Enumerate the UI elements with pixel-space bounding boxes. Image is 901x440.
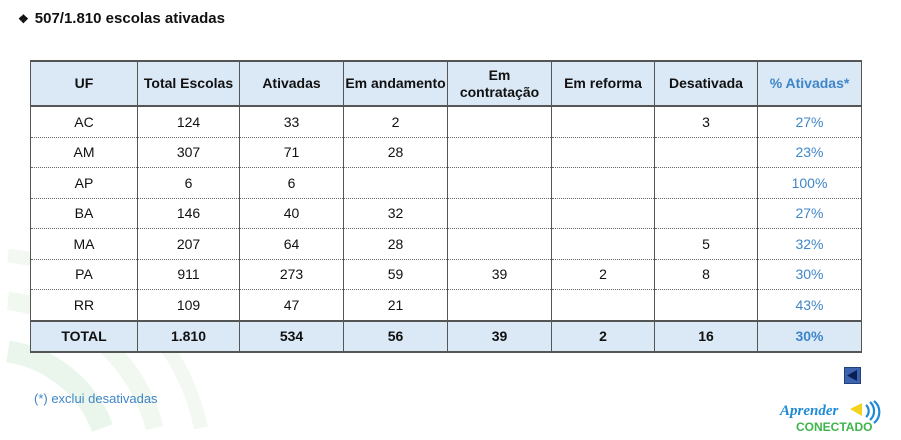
total-row: TOTAL 1.810 534 56 39 2 16 30% (30, 319, 862, 353)
table-cell: MA (30, 228, 138, 260)
table-cell: 43% (757, 289, 862, 321)
slide-title: ❖ 507/1.810 escolas ativadas (18, 10, 225, 27)
table-cell: BA (30, 198, 138, 229)
back-button[interactable] (844, 367, 861, 384)
table-cell: 59 (343, 259, 448, 290)
bullet-icon: ❖ (18, 12, 29, 26)
table-cell (447, 106, 552, 138)
table-cell (654, 198, 758, 229)
table-cell: 47 (239, 289, 344, 321)
column-header: Em andamento (343, 60, 448, 107)
table-cell: 124 (137, 106, 240, 138)
column-header: Desativada (654, 60, 758, 107)
column-header: Em contratação (447, 60, 552, 107)
table-cell (551, 167, 655, 199)
total-cell: 16 (654, 319, 758, 353)
table-cell: 30% (757, 259, 862, 290)
table-row: AC 124 33 2 3 27% (30, 106, 862, 138)
column-header: Ativadas (239, 60, 344, 107)
table-cell: 40 (239, 198, 344, 229)
table-cell (551, 137, 655, 168)
aprender-conectado-logo: Aprender CONECTADO (779, 400, 881, 434)
triangle-left-icon (847, 370, 857, 381)
table-row: RR 109 47 21 43% (30, 289, 862, 321)
table-row: BA 146 40 32 27% (30, 198, 862, 229)
column-header: % Ativadas* (757, 60, 862, 107)
table-cell: 3 (654, 106, 758, 138)
table-cell: 146 (137, 198, 240, 229)
table-cell: AP (30, 167, 138, 199)
table-row: AP 6 6 100% (30, 167, 862, 199)
column-header: Total Escolas (137, 60, 240, 107)
column-header: UF (30, 60, 138, 107)
table-cell: 6 (137, 167, 240, 199)
total-cell: 30% (757, 319, 862, 353)
table-row: MA 207 64 28 5 32% (30, 228, 862, 260)
footnote: (*) exclui desativadas (34, 391, 158, 406)
table-cell (447, 137, 552, 168)
table-cell (447, 198, 552, 229)
table-cell (654, 167, 758, 199)
table-cell: 5 (654, 228, 758, 260)
table-cell: 32 (343, 198, 448, 229)
table-cell: 21 (343, 289, 448, 321)
table-cell (447, 289, 552, 321)
table-cell: RR (30, 289, 138, 321)
table-cell: 911 (137, 259, 240, 290)
table-cell: 27% (757, 198, 862, 229)
total-cell: 534 (239, 319, 344, 353)
table-cell (551, 228, 655, 260)
table-cell: 33 (239, 106, 344, 138)
total-cell: 56 (343, 319, 448, 353)
total-cell: 39 (447, 319, 552, 353)
table-cell (654, 137, 758, 168)
table-cell (343, 167, 448, 199)
table-cell: 109 (137, 289, 240, 321)
table-cell (654, 289, 758, 321)
table-cell: PA (30, 259, 138, 290)
total-cell: 2 (551, 319, 655, 353)
logo-line1: Aprender (779, 403, 839, 419)
table-cell: 8 (654, 259, 758, 290)
table-cell: 2 (343, 106, 448, 138)
table-row: PA 911 273 59 39 2 8 30% (30, 259, 862, 290)
table-cell: 64 (239, 228, 344, 260)
column-header: Em reforma (551, 60, 655, 107)
table-cell: 2 (551, 259, 655, 290)
header-row: UF Total Escolas Ativadas Em andamento Em co… (30, 60, 862, 107)
table-cell: 39 (447, 259, 552, 290)
total-cell: TOTAL (30, 319, 138, 353)
table-row: AM 307 71 28 23% (30, 137, 862, 168)
table-cell: 23% (757, 137, 862, 168)
table-cell (551, 289, 655, 321)
table-cell: 32% (757, 228, 862, 260)
table-cell (551, 106, 655, 138)
logo-line2: CONECTADO (796, 420, 872, 434)
table-cell (551, 198, 655, 229)
table-cell: 207 (137, 228, 240, 260)
table-cell: 6 (239, 167, 344, 199)
table-cell (447, 167, 552, 199)
table-cell (447, 228, 552, 260)
table-cell: 71 (239, 137, 344, 168)
table-cell: 28 (343, 137, 448, 168)
table-cell: 273 (239, 259, 344, 290)
table-cell: 100% (757, 167, 862, 199)
table-cell: 28 (343, 228, 448, 260)
table-cell: 27% (757, 106, 862, 138)
title-text: 507/1.810 escolas ativadas (34, 10, 225, 27)
schools-table: UF Total Escolas Ativadas Em andamento Em co… (30, 60, 862, 353)
table-cell: AM (30, 137, 138, 168)
total-cell: 1.810 (137, 319, 240, 353)
table-cell: AC (30, 106, 138, 138)
table-cell: 307 (137, 137, 240, 168)
